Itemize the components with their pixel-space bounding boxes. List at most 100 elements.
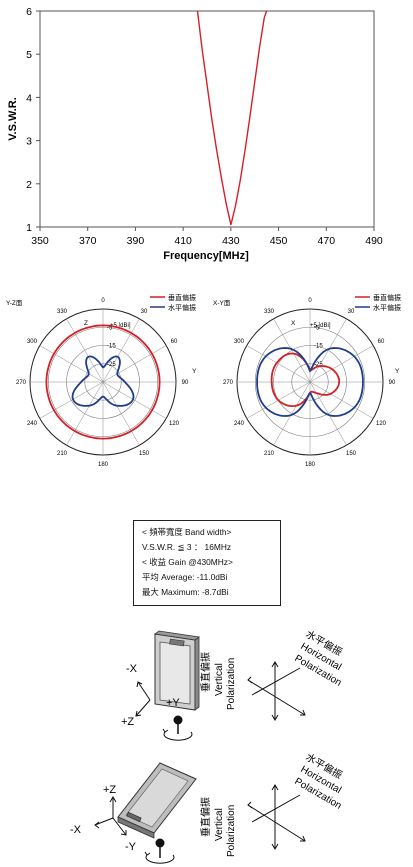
polar-angle-label: 330 <box>264 309 275 315</box>
polar-spoke <box>39 345 104 383</box>
polar-spoke <box>102 318 140 383</box>
polar-angle-label: 150 <box>346 451 357 457</box>
polar-axis-top-label: X <box>291 320 296 327</box>
vertical-polarization-en1: Vertical <box>214 808 225 841</box>
polar-ring-label: -25 <box>107 362 116 368</box>
polar-angle-label: 60 <box>378 339 385 345</box>
axis-label-pos-z: +Z <box>121 716 134 728</box>
vswr-x-tick-label: 370 <box>79 235 97 247</box>
vswr-x-axis-label: Frequency[MHz] <box>163 250 249 262</box>
vswr-y-tick-label: 3 <box>26 136 32 148</box>
polar-title: Y-Z面 <box>6 299 23 307</box>
polar-ring-label: -25 <box>314 362 323 368</box>
polar-series-line <box>45 324 161 440</box>
polar-angle-label: 30 <box>348 309 355 315</box>
polar-angle-label: 270 <box>16 380 27 386</box>
vertical-polarization-en1: Vertical <box>214 663 225 696</box>
vswr-y-tick-label: 2 <box>26 179 32 191</box>
vswr-x-tick-label: 490 <box>365 235 383 247</box>
rotation-stand-icon <box>144 838 175 864</box>
vswr-x-tick-label: 410 <box>174 235 192 247</box>
vswr-plot-frame <box>39 10 375 228</box>
horizontal-polarization-label: 水平偏振 Horizontal Polarization <box>293 627 345 688</box>
axis-label-neg-y: -Y <box>125 841 137 853</box>
axis-arrows <box>135 681 151 717</box>
polar-angle-label: 270 <box>223 380 234 386</box>
polar-angle-label: 30 <box>141 309 148 315</box>
polar-angle-label: 330 <box>57 309 68 315</box>
polar-chart-yz: Y-Z面 垂直偏振 水平偏振 0 30 60 90 120 150 180 210 240 270… <box>6 293 197 468</box>
orientation-diagram-upright: -X +Y +Z 垂直偏振 Vertical Polarization 水平偏振… <box>121 627 345 741</box>
vswr-x-tick-label: 470 <box>318 235 336 247</box>
polarization-arrows-icon <box>247 784 306 850</box>
legend-label-vertical: 垂直偏振 <box>373 293 401 302</box>
polar-angle-label: 240 <box>27 421 38 427</box>
polar-spoke <box>273 318 311 383</box>
vertical-polarization-en2: Polarization <box>226 658 237 710</box>
axis-label-pos-y: +Y <box>166 697 180 709</box>
orientation-diagram-flat: +Z -X -Y 垂直偏振 Vertical Polarization 水平偏振… <box>70 750 345 864</box>
polar-spoke <box>66 381 104 446</box>
legend-label-horizontal: 水平偏振 <box>373 303 401 312</box>
vswr-y-tick-label: 4 <box>26 92 32 104</box>
polar-angle-label: 90 <box>182 380 189 386</box>
polar-title: X-Y面 <box>213 299 231 307</box>
polar-axis-right-label: Y <box>395 368 400 375</box>
polar-spoke <box>309 381 374 419</box>
vswr-y-axis-label: V.S.W.R. <box>7 97 19 141</box>
polar-chart-xy: X-Y面 垂直偏振 水平偏振 0 30 60 90 120 150 180 210 240 270… <box>213 293 401 468</box>
polar-spoke <box>102 345 167 383</box>
polar-spoke <box>102 381 167 419</box>
device-upright-icon <box>153 630 201 711</box>
polar-spoke <box>309 345 374 383</box>
polarization-arrows-icon <box>247 661 306 721</box>
spec-gain-heading: < 收益 Gain @430MHz> <box>142 557 233 567</box>
polar-angle-label: 0 <box>101 298 105 304</box>
polar-angle-label: 180 <box>305 462 316 468</box>
polar-spoke <box>273 381 311 446</box>
polar-angle-label: 120 <box>169 421 180 427</box>
vswr-x-tick-label: 430 <box>222 235 240 247</box>
polar-angle-label: 180 <box>98 462 109 468</box>
vertical-polarization-cn: 垂直偏振 <box>199 652 212 692</box>
axis-label-pos-z: +Z <box>103 784 116 796</box>
polar-angle-label: 150 <box>139 451 150 457</box>
polar-spoke <box>66 318 104 383</box>
polar-ring-label: -15 <box>107 344 116 350</box>
polar-spoke <box>246 345 311 383</box>
polar-unit-label: +5 [dBi] <box>310 323 331 329</box>
vertical-polarization-label: 垂直偏振 Vertical Polarization <box>199 652 237 710</box>
vswr-chart: 350 370 390 410 430 450 470 490 1 2 3 4 5 6 V.S.W.R.… <box>7 6 383 262</box>
spec-box: < 頻帯寬度 Band width> V.S.W.R. ≦ 3 ： 16MHz … <box>133 520 281 606</box>
polar-axis-right-label: Y <box>192 368 197 375</box>
polar-angle-label: 60 <box>171 339 178 345</box>
polar-angle-label: 210 <box>57 451 68 457</box>
vertical-polarization-en2: Polarization <box>226 805 237 857</box>
vswr-y-tick-label: 1 <box>26 222 32 234</box>
polar-angle-label: 300 <box>234 339 245 345</box>
legend-label-vertical: 垂直偏振 <box>168 293 196 302</box>
polar-angle-label: 240 <box>234 421 245 427</box>
rotation-stand-icon <box>162 715 193 741</box>
vswr-x-tick-label: 350 <box>31 235 49 247</box>
polar-ring-label: -15 <box>314 344 323 350</box>
vswr-x-tick-label: 450 <box>270 235 288 247</box>
polar-spoke <box>39 381 104 419</box>
axis-label-neg-x: -X <box>70 824 82 836</box>
polar-angle-label: 300 <box>27 339 38 345</box>
polar-spoke <box>309 381 347 446</box>
legend-label-horizontal: 水平偏振 <box>168 303 196 312</box>
spec-gain-maximum: 最大 Maximum: -8.7dBi <box>142 587 229 597</box>
polar-legend: 垂直偏振 水平偏振 <box>355 293 401 312</box>
axis-arrows <box>94 796 127 836</box>
vertical-polarization-cn: 垂直偏振 <box>199 797 212 837</box>
vswr-x-tick-label: 390 <box>127 235 145 247</box>
polar-spoke <box>309 318 347 383</box>
polar-ring-label: -5 <box>314 325 320 331</box>
polar-series-line <box>256 347 364 417</box>
spec-gain-average: 平均 Average: -11.0dBi <box>142 572 228 582</box>
polar-angle-label: 120 <box>376 421 387 427</box>
polar-angle-label: 0 <box>308 298 312 304</box>
horizontal-polarization-label: 水平偏振 Horizontal Polarization <box>293 750 345 811</box>
vswr-y-tick-label: 5 <box>26 49 32 61</box>
